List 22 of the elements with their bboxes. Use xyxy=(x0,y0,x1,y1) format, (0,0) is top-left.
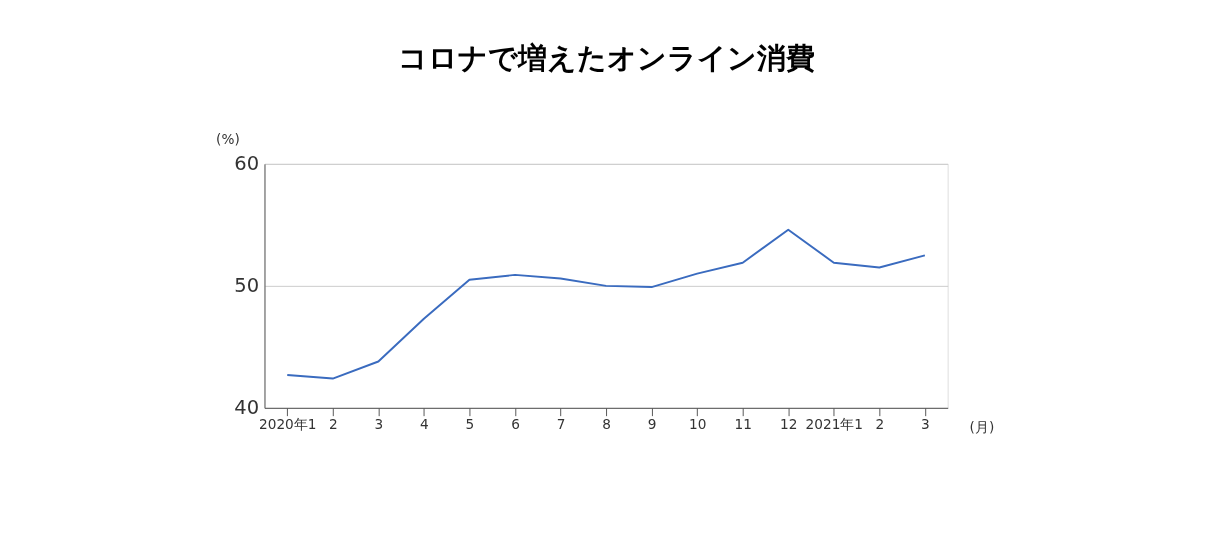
x-tick-label: 6 xyxy=(511,415,520,432)
y-tick-label: 40 xyxy=(234,396,260,420)
x-tick-label: 7 xyxy=(556,415,566,432)
x-tick-label: 2 xyxy=(328,415,338,432)
x-tick-label: 5 xyxy=(465,415,475,432)
line-series xyxy=(286,228,926,380)
chart-title: コロナで増えたオンライン消費 xyxy=(397,41,815,76)
x-tick-label: 2021年1 xyxy=(805,415,864,432)
x-tick-label: 9 xyxy=(647,415,657,432)
x-tick-label: 3 xyxy=(374,415,384,432)
x-axis-title: (月) xyxy=(969,418,995,435)
x-tick-label: 12 xyxy=(780,415,798,432)
x-tick-label: 2020年1 xyxy=(259,415,317,432)
x-tick-label: 8 xyxy=(602,415,611,432)
y-tick-label: 50 xyxy=(234,274,260,298)
y-tick-label: 60 xyxy=(234,152,260,176)
x-tick-label: 3 xyxy=(921,415,930,432)
x-tick-label: 10 xyxy=(688,415,707,432)
y-axis-title: (%) xyxy=(216,130,240,147)
x-tick-label: 2 xyxy=(875,415,885,432)
x-tick-label: 11 xyxy=(734,415,752,432)
x-tick-label: 4 xyxy=(420,415,429,432)
